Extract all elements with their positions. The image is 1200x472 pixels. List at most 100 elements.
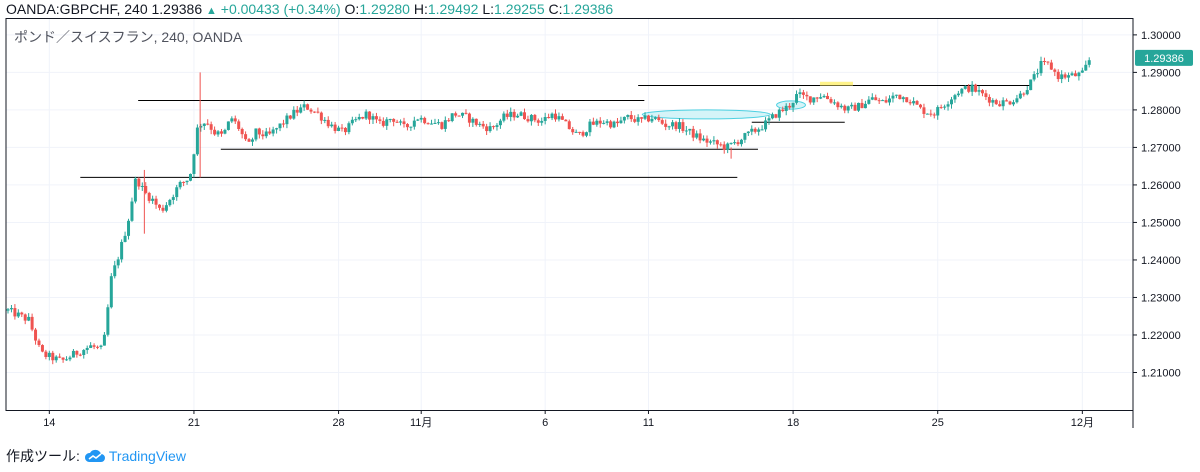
candle-body bbox=[715, 140, 719, 145]
tradingview-link[interactable]: TradingView bbox=[84, 446, 186, 466]
candle-body bbox=[736, 142, 740, 145]
candle-body bbox=[185, 180, 189, 183]
candle-body bbox=[371, 116, 375, 120]
candle-body bbox=[846, 106, 850, 111]
grid-lines bbox=[6, 18, 1133, 410]
candle-body bbox=[326, 119, 330, 127]
candle-body bbox=[991, 100, 995, 103]
y-tick-label: 1.27000 bbox=[1141, 142, 1181, 154]
candle-body bbox=[908, 102, 912, 104]
candle-body bbox=[557, 116, 561, 120]
candle-body bbox=[519, 112, 523, 116]
candle-body bbox=[195, 127, 199, 155]
candle-body bbox=[974, 84, 978, 92]
candle-body bbox=[774, 114, 778, 118]
candle-body bbox=[523, 112, 527, 120]
candle-body bbox=[1039, 61, 1043, 74]
high-value: 1.29492 bbox=[427, 1, 479, 17]
highlight-ellipse bbox=[776, 100, 806, 110]
y-axis: 1.30000 1.29000 1.28000 1.27000 1.26000 1.250… bbox=[1133, 30, 1181, 379]
candle-body bbox=[843, 105, 847, 111]
candle-body bbox=[967, 86, 971, 92]
candle-body bbox=[457, 115, 461, 117]
candle-body bbox=[402, 121, 406, 125]
candle-body bbox=[240, 128, 244, 135]
candle-body bbox=[901, 97, 905, 100]
candle-body bbox=[474, 118, 478, 125]
candle-body bbox=[340, 127, 344, 129]
candle-body bbox=[206, 123, 210, 125]
candle-body bbox=[770, 114, 774, 119]
x-axis: 14 21 28 11月 6 11 18 25 12月 bbox=[43, 410, 1094, 429]
open-value: 1.29280 bbox=[359, 1, 410, 17]
candle-body bbox=[526, 119, 530, 122]
candle-body bbox=[175, 187, 179, 198]
candle-body bbox=[1005, 100, 1009, 102]
candle-body bbox=[1029, 79, 1033, 91]
candle-body bbox=[96, 346, 100, 348]
candle-body bbox=[567, 121, 571, 130]
candle-body bbox=[133, 178, 137, 202]
plot-frame bbox=[5, 18, 1134, 411]
candle-body bbox=[381, 120, 385, 126]
candle-body bbox=[257, 128, 261, 135]
candle-body bbox=[746, 131, 750, 134]
candle-body bbox=[595, 120, 599, 125]
candle-body bbox=[1049, 62, 1053, 70]
candle-body bbox=[888, 98, 892, 103]
candle-body bbox=[292, 109, 296, 119]
candle-body bbox=[905, 97, 909, 103]
close-value: 1.29386 bbox=[562, 1, 614, 17]
candle-body bbox=[65, 359, 69, 361]
candlestick-chart[interactable]: 1.30000 1.29000 1.28000 1.27000 1.26000 1.250… bbox=[0, 18, 1200, 446]
y-tick-label: 1.22000 bbox=[1141, 330, 1181, 342]
candle-body bbox=[464, 112, 468, 114]
candle-body bbox=[815, 97, 819, 99]
candle-body bbox=[832, 102, 836, 104]
candle-body bbox=[106, 307, 110, 335]
candle-body bbox=[574, 131, 578, 133]
candle-body bbox=[275, 128, 279, 130]
chart-header: OANDA:GBPCHF, 240 1.29386 ▲ +0.00433 (+0… bbox=[6, 0, 613, 18]
candle-body bbox=[1063, 74, 1067, 78]
candle-body bbox=[354, 119, 358, 121]
candle-body bbox=[89, 345, 93, 348]
candle-body bbox=[323, 119, 327, 121]
candle-body bbox=[994, 100, 998, 105]
candle-body bbox=[791, 102, 795, 108]
candle-body bbox=[168, 199, 172, 206]
candle-body bbox=[836, 102, 840, 108]
candle-body bbox=[295, 109, 299, 113]
candle-body bbox=[612, 121, 616, 128]
candle-body bbox=[960, 88, 964, 94]
candle-body bbox=[760, 129, 764, 131]
candle-body bbox=[1080, 70, 1084, 73]
candle-body bbox=[691, 128, 695, 138]
candle-body bbox=[492, 126, 496, 128]
candle-body bbox=[963, 86, 967, 89]
candle-body bbox=[430, 123, 434, 125]
candle-body bbox=[805, 94, 809, 97]
candle-body bbox=[319, 112, 323, 121]
candle-body bbox=[894, 94, 898, 96]
y-tick-label: 1.30000 bbox=[1141, 30, 1181, 42]
candle-body bbox=[874, 97, 878, 101]
candle-body bbox=[626, 115, 630, 117]
candle-body bbox=[633, 119, 637, 122]
change-value: +0.00433 (+0.34%) bbox=[220, 1, 341, 17]
symbol-label: OANDA:GBPCHF, 240 bbox=[6, 1, 148, 17]
candle-body bbox=[1060, 74, 1064, 80]
candle-body bbox=[922, 107, 926, 114]
candle-body bbox=[182, 181, 186, 183]
y-tick-label: 1.26000 bbox=[1141, 180, 1181, 192]
candle-body bbox=[798, 92, 802, 95]
candle-body bbox=[1056, 71, 1060, 80]
candle-body bbox=[598, 120, 602, 124]
candle-body bbox=[478, 123, 482, 125]
candle-body bbox=[385, 119, 389, 126]
candle-body bbox=[867, 99, 871, 104]
candle-body bbox=[151, 198, 155, 201]
candle-body bbox=[278, 123, 282, 129]
candle-body bbox=[113, 265, 117, 277]
candle-body bbox=[216, 131, 220, 135]
